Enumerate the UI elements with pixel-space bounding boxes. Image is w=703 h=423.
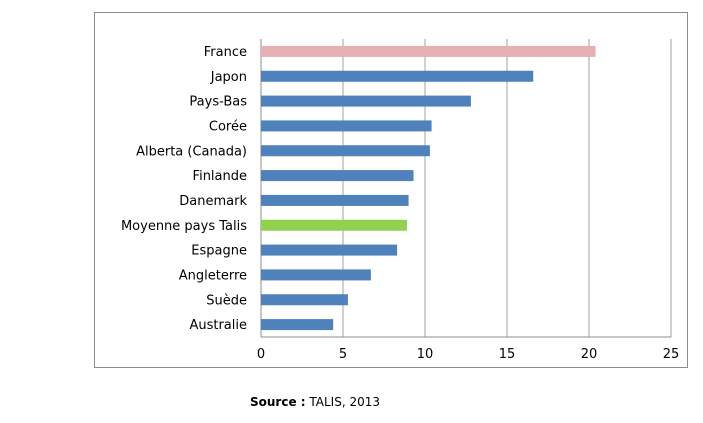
category-label: Moyenne pays Talis: [121, 219, 247, 234]
category-label: Pays-Bas: [189, 95, 247, 110]
category-label: Angleterre: [179, 268, 247, 283]
category-label: Danemark: [179, 194, 247, 209]
bar: [261, 269, 371, 281]
bar: [261, 244, 398, 256]
bar: [261, 219, 407, 231]
bar: [261, 70, 534, 82]
bar-chart: 0 5 10 15 20 25 France Japon Pays-Bas Corée Albert…: [121, 39, 680, 362]
x-tick-label: 20: [581, 347, 598, 362]
source-label: Source :: [250, 395, 306, 409]
category-label: France: [204, 45, 247, 60]
bar: [261, 120, 432, 132]
bar: [261, 145, 430, 157]
bar: [261, 294, 348, 306]
category-label: Australie: [189, 318, 247, 333]
x-tick-label: 5: [339, 347, 347, 362]
bar: [261, 45, 596, 57]
x-tick-label: 15: [499, 347, 516, 362]
x-tick-label: 0: [257, 347, 265, 362]
bar: [261, 194, 409, 206]
category-label: Corée: [209, 119, 247, 134]
category-label: Japon: [210, 70, 247, 85]
category-label: Espagne: [191, 244, 247, 259]
bar: [261, 170, 414, 182]
category-label: Finlande: [193, 169, 247, 184]
chart-frame: 0 5 10 15 20 25 France Japon Pays-Bas Corée Albert…: [94, 12, 688, 368]
source-note: Source : TALIS, 2013: [250, 395, 380, 409]
x-tick-label: 10: [417, 347, 434, 362]
bar: [261, 319, 334, 331]
category-label: Alberta (Canada): [136, 144, 247, 159]
x-tick-label: 25: [663, 347, 680, 362]
category-label: Suède: [206, 293, 247, 308]
source-text: TALIS, 2013: [305, 395, 381, 409]
bar: [261, 95, 471, 107]
